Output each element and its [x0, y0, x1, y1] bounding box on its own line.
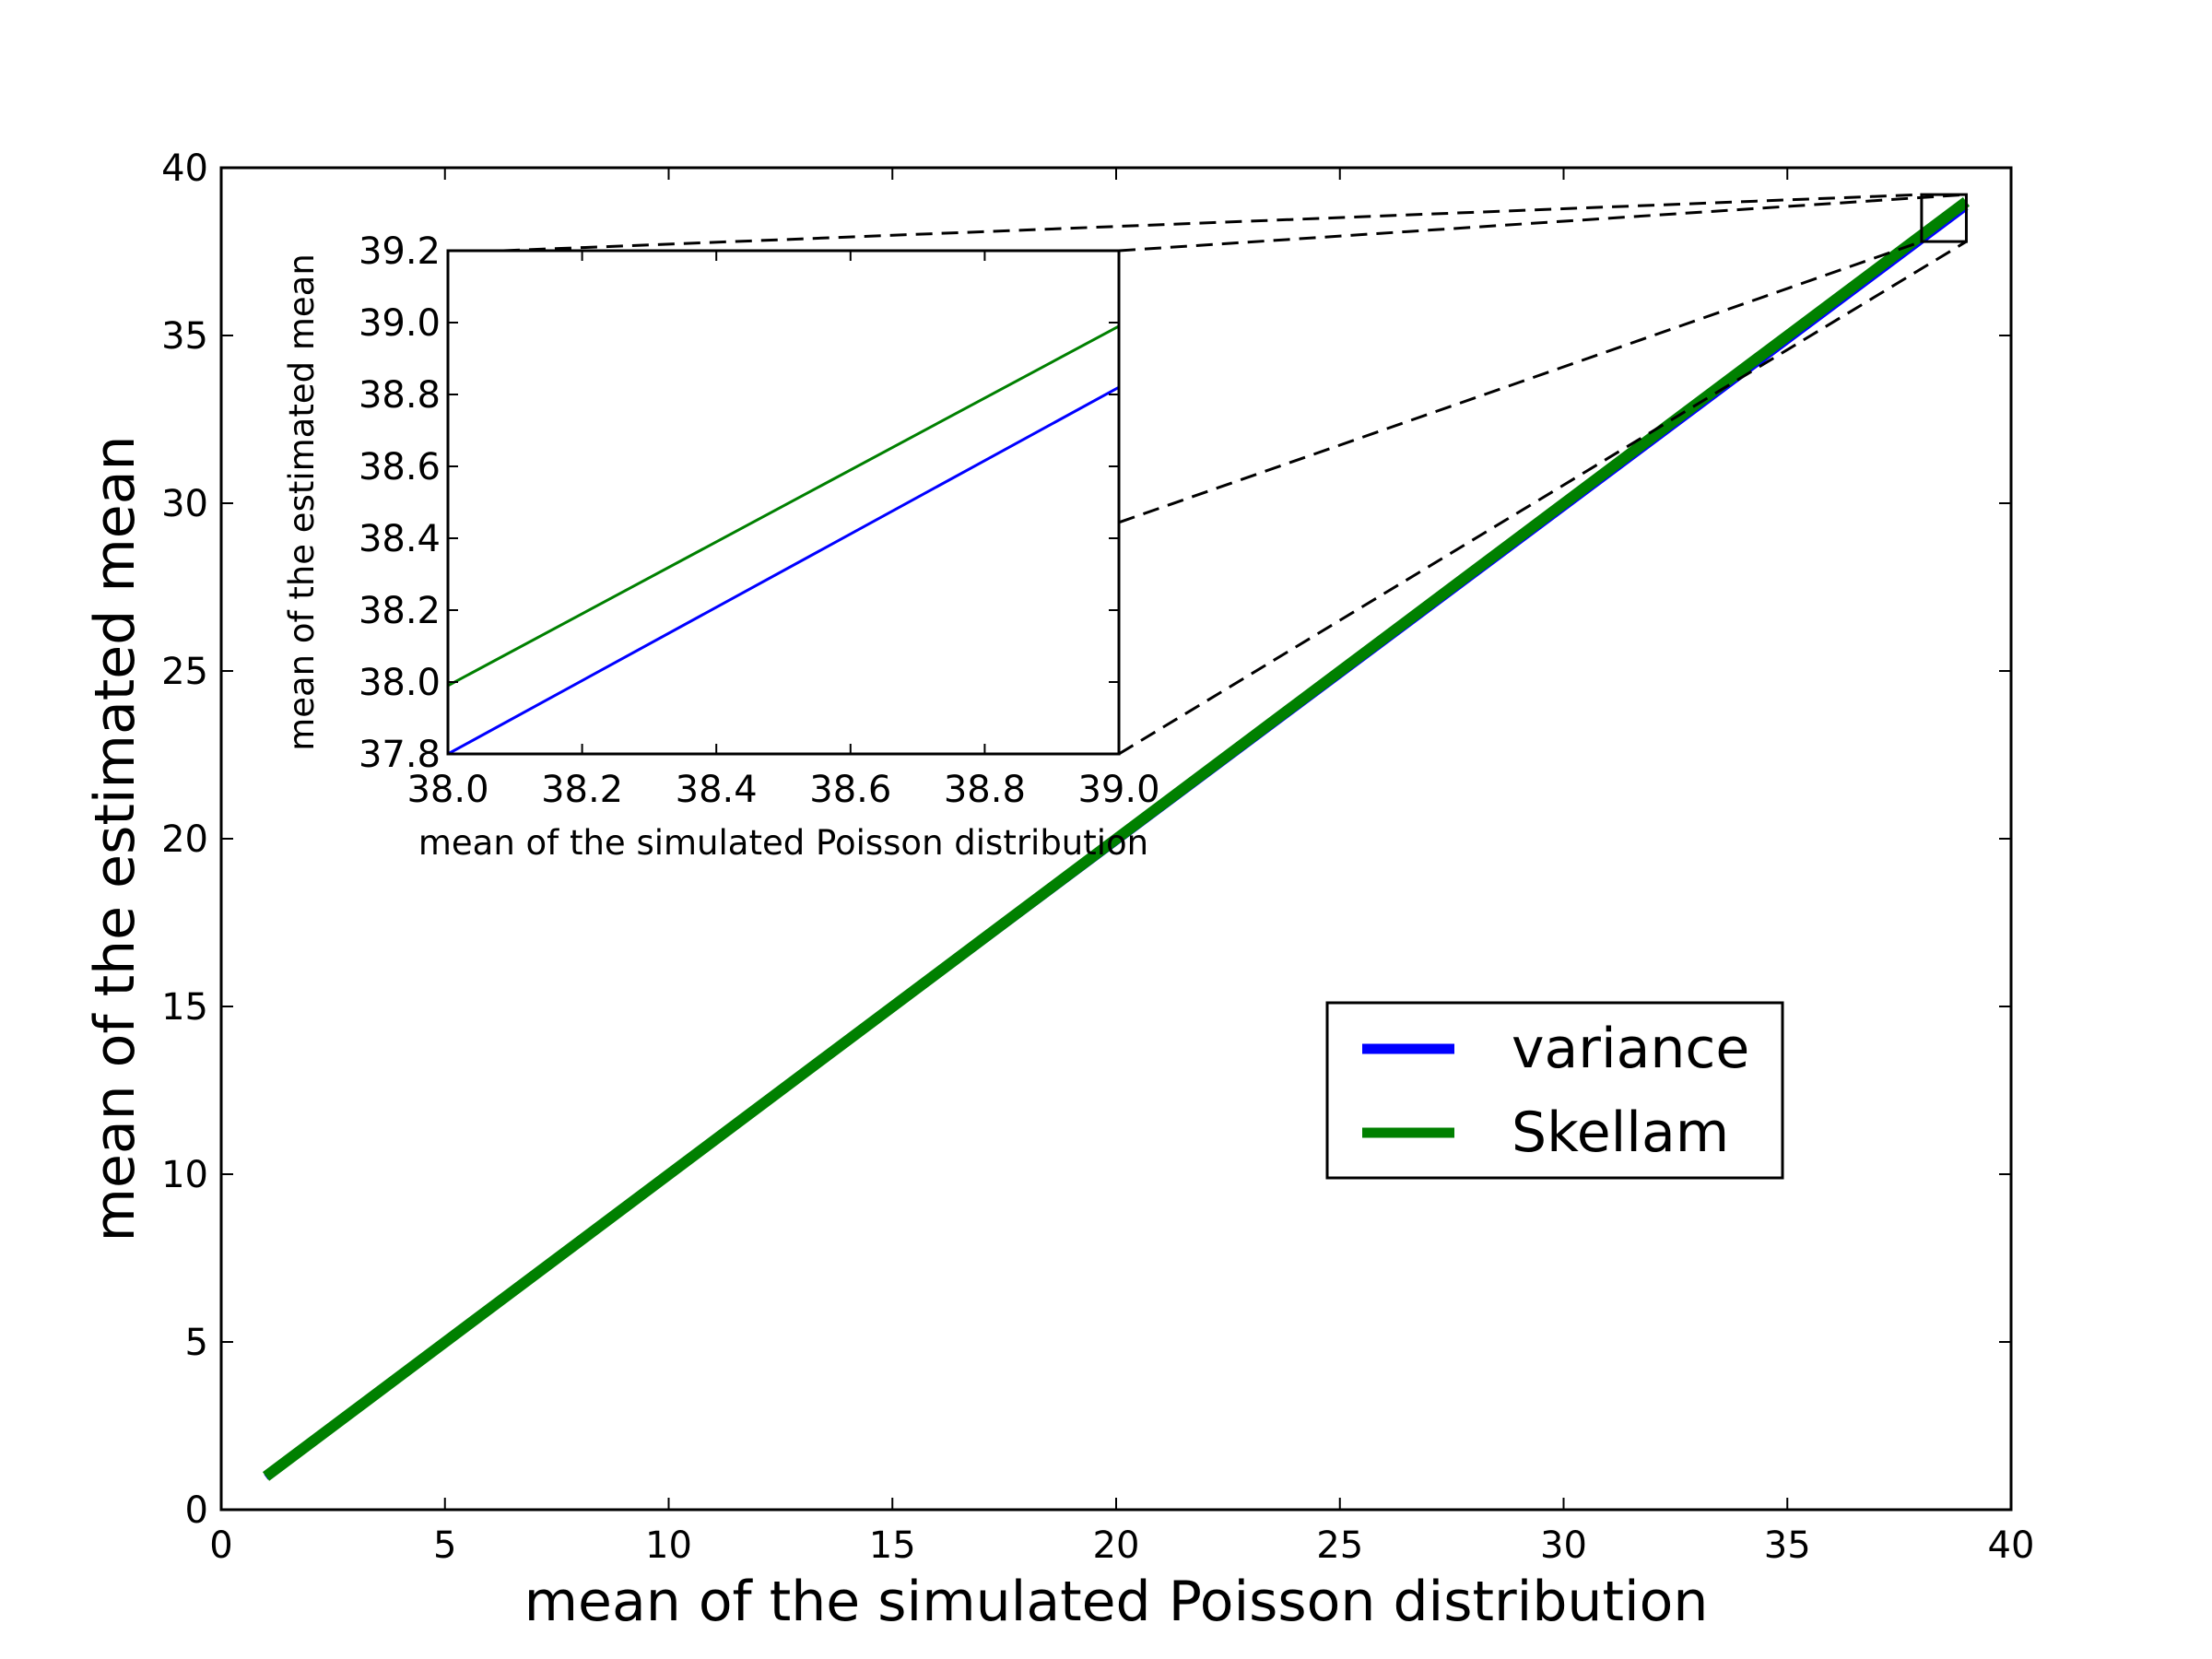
inset-y-tick-label: 38.0	[359, 662, 441, 704]
inset-x-tick-label: 38.0	[406, 769, 488, 811]
inset-y-tick-label: 38.2	[359, 590, 441, 632]
inset-y-axis-label: mean of the estimated mean	[282, 253, 322, 751]
inset-x-tick-label: 38.4	[676, 769, 758, 811]
main-chart: 0 5 10 15 20 25 30 35 40 0 5 10 15 20 25 30 35 40 mean o…	[83, 147, 2034, 1634]
main-x-tick-label: 30	[1540, 1524, 1587, 1567]
main-x-tick-label: 40	[1988, 1524, 2035, 1567]
main-y-tick-label: 20	[161, 818, 208, 861]
main-y-tick-label: 15	[161, 986, 208, 1029]
inset-x-tick-label: 38.2	[541, 769, 623, 811]
inset-x-axis-label: mean of the simulated Poisson distributi…	[418, 823, 1148, 863]
zoom-connector-line	[1118, 193, 1967, 253]
legend-frame	[1325, 1001, 1784, 1180]
inset-line-skellam	[447, 324, 1120, 688]
inset-plot-frame	[446, 249, 1121, 756]
zoom-connector-line	[1118, 240, 1968, 756]
legend: variance Skellam	[1325, 1001, 1784, 1180]
inset-y-tick-label: 37.8	[359, 734, 441, 776]
inset-background	[448, 251, 1119, 754]
zoom-connector-line	[502, 193, 1922, 253]
main-y-tick-label: 30	[161, 483, 208, 525]
main-y-tick-label: 10	[161, 1154, 208, 1196]
inset-y-tick-label: 38.8	[359, 374, 441, 417]
main-y-tick-label: 25	[161, 651, 208, 693]
inset-chart: 38.0 38.2 38.4 38.6 38.8 39.0 37.838.038.238.…	[282, 230, 1160, 863]
zoom-rectangle	[1920, 193, 1968, 243]
main-x-axis: 0 5 10 15 20 25 30 35 40	[209, 168, 2034, 1567]
legend-label-skellam: Skellam	[1512, 1100, 1729, 1165]
inset-x-tick-label: 38.6	[809, 769, 891, 811]
zoom-indicator	[502, 193, 1968, 756]
inset-x-tick-label: 38.8	[944, 769, 1026, 811]
main-y-axis-label: mean of the estimated mean	[83, 435, 147, 1241]
inset-y-tick-label: 39.2	[359, 230, 441, 273]
main-x-tick-label: 5	[433, 1524, 456, 1567]
inset-y-tick-label: 38.4	[359, 518, 441, 560]
inset-x-axis: 38.0 38.2 38.4 38.6 38.8 39.0	[406, 251, 1160, 811]
main-x-axis-label: mean of the simulated Poisson distributi…	[524, 1570, 1709, 1634]
main-x-tick-label: 35	[1764, 1524, 1811, 1567]
main-y-tick-label: 0	[185, 1489, 208, 1532]
zoom-connector-line	[1118, 240, 1923, 524]
main-y-tick-label: 5	[185, 1322, 208, 1364]
main-y-axis: 0 5 10 15 20 25 30 35 40	[161, 147, 2011, 1532]
main-x-tick-label: 20	[1093, 1524, 1140, 1567]
main-x-tick-label: 0	[209, 1524, 232, 1567]
main-x-tick-label: 25	[1316, 1524, 1363, 1567]
inset-y-tick-label: 39.0	[359, 302, 441, 345]
inset-series-group	[447, 324, 1120, 756]
inset-line-variance	[447, 385, 1120, 756]
main-x-tick-label: 15	[869, 1524, 916, 1567]
main-x-tick-label: 10	[645, 1524, 692, 1567]
inset-x-tick-label: 39.0	[1077, 769, 1159, 811]
main-y-tick-label: 35	[161, 315, 208, 358]
legend-label-variance: variance	[1512, 1017, 1749, 1081]
inset-y-tick-label: 38.6	[359, 446, 441, 488]
inset-y-axis: 37.8 38.0 38.2 38.4 38.6 38.8 39.0 39.2	[359, 230, 1119, 776]
main-y-tick-label: 40	[161, 147, 208, 190]
